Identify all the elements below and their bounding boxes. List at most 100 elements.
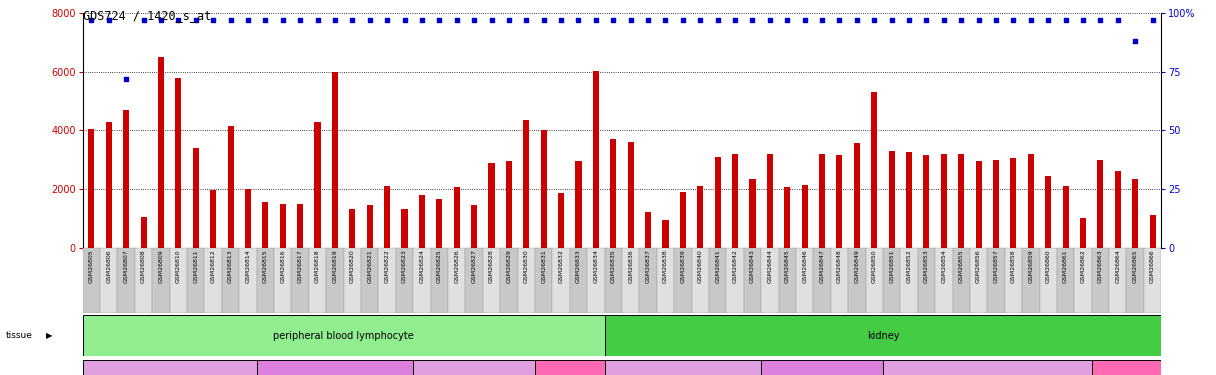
Bar [413, 248, 430, 313]
Text: GSM26857: GSM26857 [993, 249, 998, 283]
Bar [227, 126, 233, 248]
Point [900, 17, 919, 23]
Bar [837, 155, 843, 248]
Bar [674, 248, 692, 313]
Text: GSM26838: GSM26838 [663, 249, 668, 283]
Point [534, 17, 553, 23]
Bar [118, 248, 135, 313]
Bar [500, 248, 518, 313]
Bar [801, 184, 807, 248]
Text: GSM26841: GSM26841 [715, 249, 720, 283]
Bar [83, 315, 604, 356]
Bar [210, 190, 216, 248]
Point [377, 17, 396, 23]
Bar [604, 315, 1161, 356]
Bar [923, 155, 929, 248]
Bar [1010, 158, 1017, 248]
Point [98, 17, 118, 23]
Bar [158, 57, 164, 248]
Text: GSM26825: GSM26825 [437, 249, 441, 283]
Bar [866, 248, 883, 313]
Bar [657, 248, 674, 313]
Bar [1115, 171, 1121, 248]
Bar [541, 130, 547, 248]
Point [291, 17, 310, 23]
Bar [883, 360, 1092, 375]
Bar [761, 360, 883, 375]
Bar [344, 248, 361, 313]
Point [151, 17, 170, 23]
Bar [240, 248, 257, 313]
Bar [1040, 248, 1057, 313]
Point [238, 17, 258, 23]
Point [951, 17, 970, 23]
Bar [471, 205, 477, 248]
Bar [627, 142, 634, 248]
Bar [749, 178, 755, 248]
Point [343, 17, 362, 23]
Bar [447, 248, 466, 313]
Text: GSM26835: GSM26835 [610, 249, 615, 283]
Text: GSM26815: GSM26815 [263, 249, 268, 283]
Bar [135, 248, 152, 313]
Bar [767, 154, 773, 248]
Bar [570, 248, 587, 313]
Text: GSM26844: GSM26844 [767, 249, 772, 284]
Bar [993, 160, 1000, 248]
Text: GSM26806: GSM26806 [106, 249, 112, 283]
Point [638, 17, 658, 23]
Text: GSM26856: GSM26856 [976, 249, 981, 283]
Text: peripheral blood lymphocyte: peripheral blood lymphocyte [274, 331, 413, 340]
Point [395, 17, 415, 23]
Bar [889, 151, 895, 248]
Bar [89, 129, 95, 248]
Point [777, 17, 796, 23]
Point [429, 17, 449, 23]
Text: kidney: kidney [867, 331, 899, 340]
Text: GSM26859: GSM26859 [1029, 249, 1034, 283]
Text: GSM26865: GSM26865 [1132, 249, 1138, 283]
Bar [831, 248, 848, 313]
Bar [378, 248, 396, 313]
Bar [604, 248, 621, 313]
Bar [604, 360, 761, 375]
Text: GSM26834: GSM26834 [593, 249, 598, 284]
Text: GSM26852: GSM26852 [907, 249, 912, 283]
Point [186, 17, 206, 23]
Point [1055, 17, 1075, 23]
Bar [523, 120, 529, 248]
Bar [1080, 218, 1086, 248]
Bar [192, 148, 198, 248]
Bar [975, 161, 981, 248]
Bar [1126, 248, 1144, 313]
Text: GSM26823: GSM26823 [402, 249, 407, 284]
Bar [309, 248, 326, 313]
Point [1021, 17, 1041, 23]
Text: GSM26808: GSM26808 [141, 249, 146, 283]
Bar [83, 360, 257, 375]
Point [795, 17, 815, 23]
Bar [941, 154, 947, 248]
Bar [175, 78, 181, 248]
Text: GSM26820: GSM26820 [350, 249, 355, 283]
Bar [384, 186, 390, 248]
Bar [918, 248, 935, 313]
Bar [170, 248, 187, 313]
Text: GSM26817: GSM26817 [298, 249, 303, 283]
Point [882, 17, 901, 23]
Point [569, 17, 589, 23]
Text: GSM26807: GSM26807 [124, 249, 129, 283]
Bar [437, 199, 443, 248]
Bar [709, 248, 726, 313]
Bar [900, 248, 918, 313]
Bar [796, 248, 814, 313]
Bar [644, 212, 651, 248]
Bar [244, 189, 250, 248]
Bar [100, 248, 118, 313]
Text: GSM26822: GSM26822 [384, 249, 389, 284]
Bar [1132, 178, 1138, 248]
Text: GSM26830: GSM26830 [524, 249, 529, 283]
Point [969, 17, 989, 23]
Bar [332, 72, 338, 248]
Bar [1097, 160, 1103, 248]
